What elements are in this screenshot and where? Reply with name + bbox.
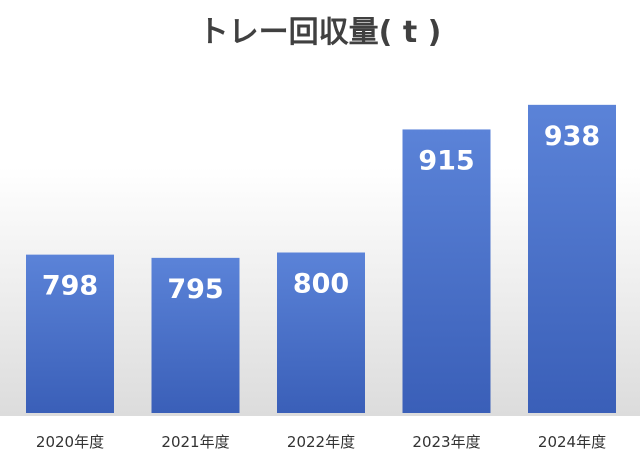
value-label-2022年度: 800: [293, 269, 349, 300]
value-label-2021年度: 795: [167, 274, 223, 305]
value-labels-group: 798 795 800 915 938: [42, 121, 600, 305]
bar-2021年度: [151, 257, 240, 413]
category-label-2022年度: 2022年度: [287, 433, 355, 451]
category-label-2024年度: 2024年度: [538, 433, 606, 451]
bar-2020年度: [26, 254, 114, 413]
bars-group: [26, 104, 616, 413]
chart-title: トレー回収量( t ): [199, 15, 442, 50]
bar-2024年度: [528, 104, 616, 413]
category-label-2023年度: 2023年度: [412, 433, 480, 451]
bar-2023年度: [402, 129, 491, 413]
category-label-2021年度: 2021年度: [161, 433, 229, 451]
bar-2022年度: [277, 252, 365, 413]
category-label-2020年度: 2020年度: [36, 433, 104, 451]
value-label-2020年度: 798: [42, 271, 98, 302]
category-labels-group: 2020年度 2021年度 2022年度 2023年度 2024年度: [36, 433, 606, 451]
value-label-2023年度: 915: [418, 145, 474, 176]
value-label-2024年度: 938: [544, 121, 600, 152]
